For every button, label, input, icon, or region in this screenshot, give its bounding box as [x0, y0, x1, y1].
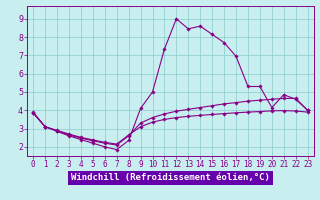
- X-axis label: Windchill (Refroidissement éolien,°C): Windchill (Refroidissement éolien,°C): [71, 173, 270, 182]
